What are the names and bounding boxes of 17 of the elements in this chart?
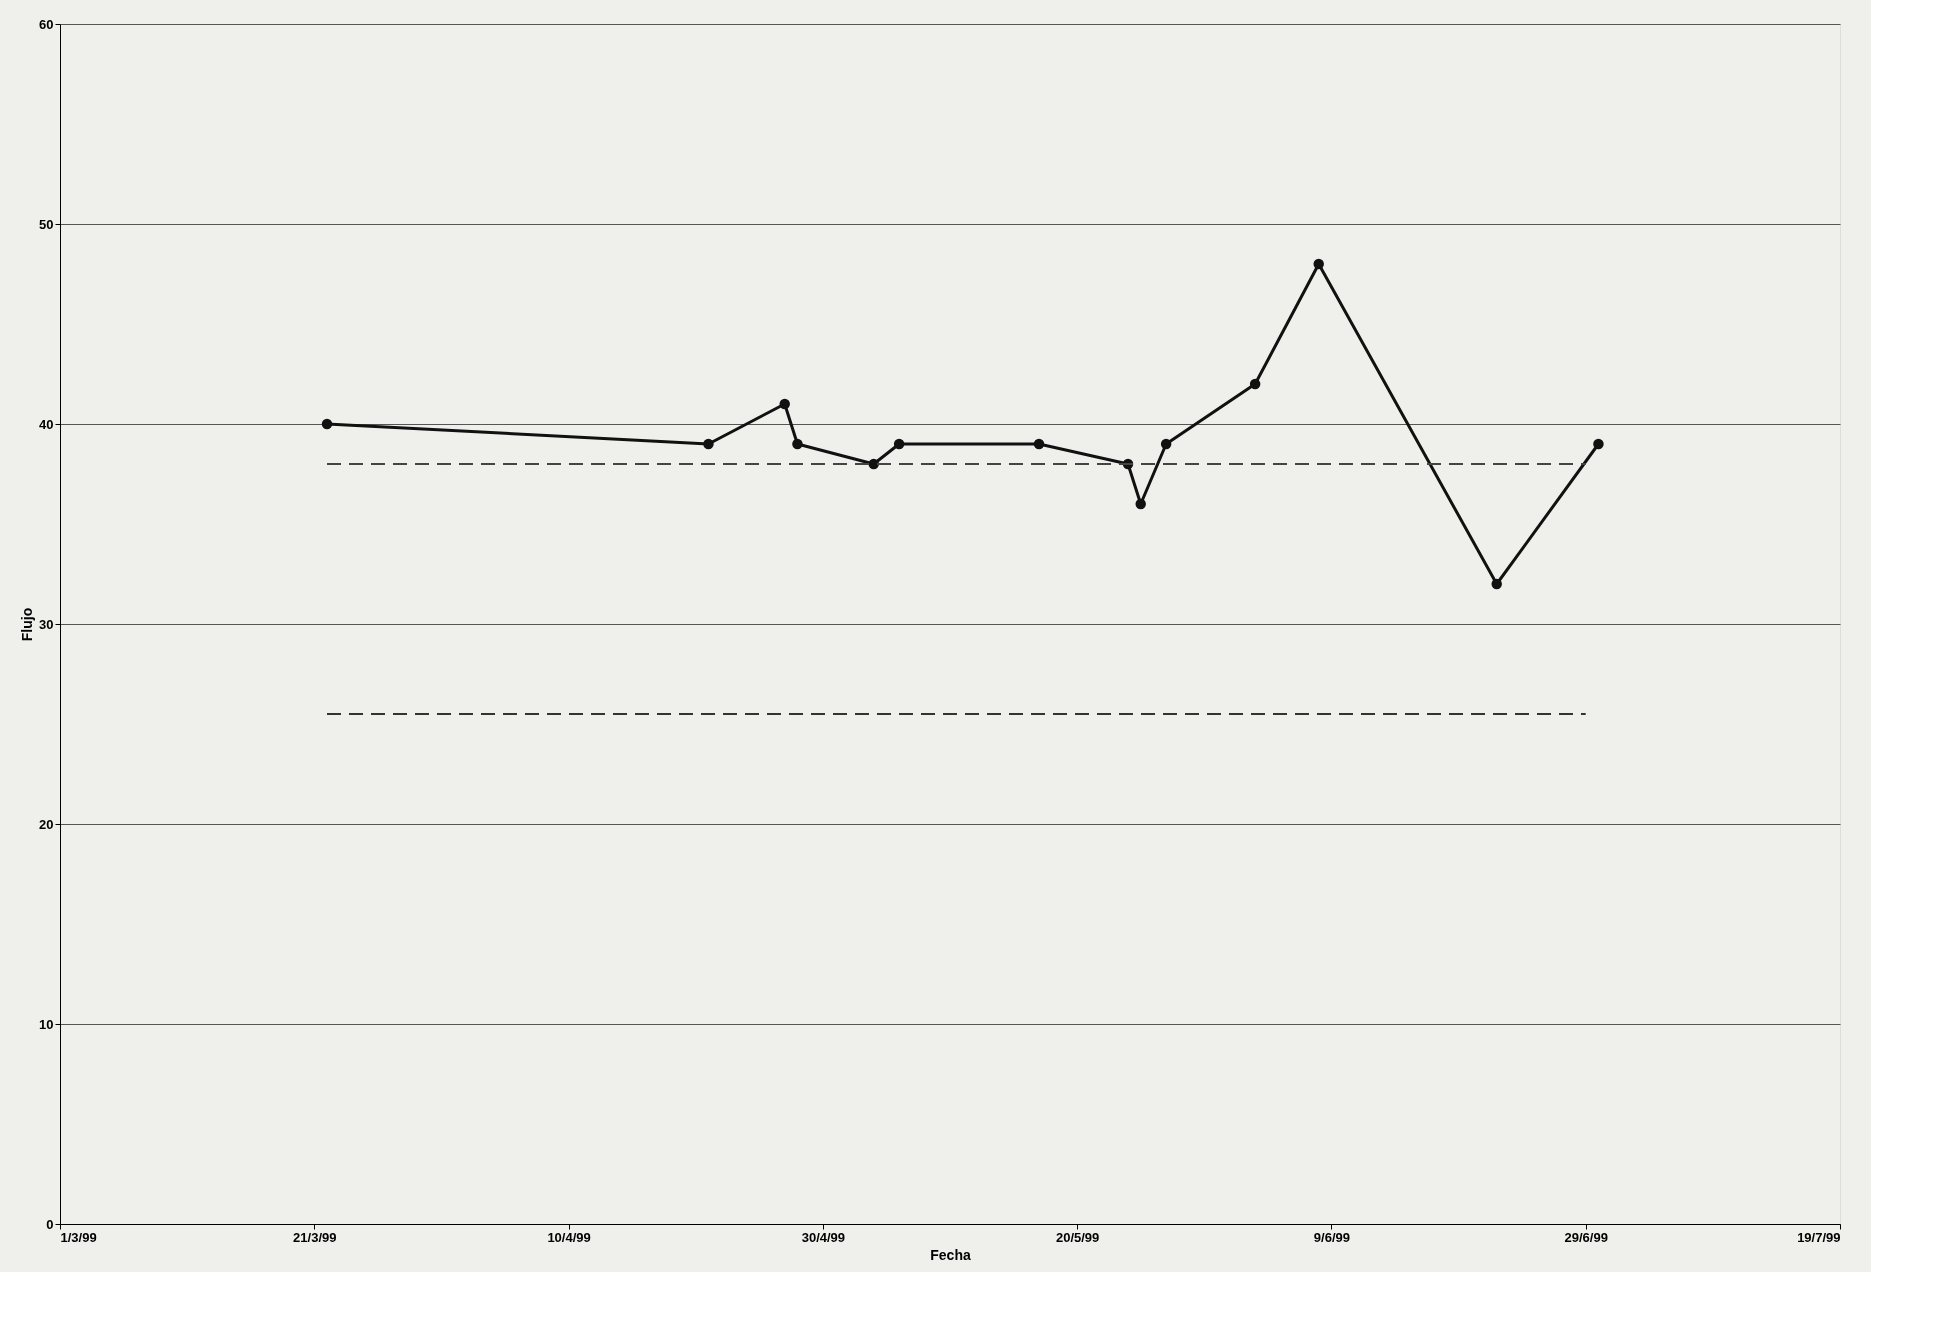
x-tick-label: 10/4/99 — [547, 1229, 591, 1245]
y-tick-label: 10 — [39, 1016, 54, 1032]
x-tick-label: 30/4/99 — [801, 1229, 846, 1245]
x-tick-label: 20/5/99 — [1055, 1229, 1100, 1245]
x-tick-label: 29/6/99 — [1564, 1229, 1608, 1245]
x-axis-title: Fecha — [930, 1246, 971, 1263]
x-tick-label: 21/3/99 — [293, 1229, 337, 1245]
x-tick-label: 9/6/99 — [1313, 1229, 1351, 1245]
y-tick-label: 50 — [39, 216, 54, 232]
y-tick-label: 30 — [39, 616, 54, 632]
y-tick-label: 20 — [39, 816, 54, 832]
y-tick-label: 0 — [46, 1216, 54, 1232]
y-tick-label: 40 — [39, 416, 54, 432]
x-tick-label: 19/7/99 — [1797, 1229, 1841, 1245]
x-tick-label: 1/3/99 — [60, 1229, 97, 1245]
y-tick-label: 60 — [39, 16, 54, 32]
y-axis-title: Flujo — [19, 607, 36, 642]
